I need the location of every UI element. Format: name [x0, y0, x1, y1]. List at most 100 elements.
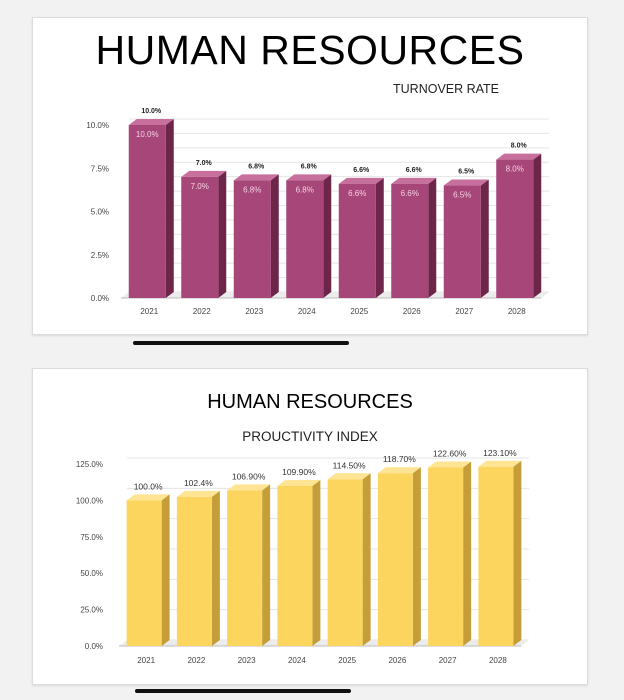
x-tick-label: 2023 — [245, 307, 263, 316]
bar-side — [161, 494, 170, 646]
bar-inner-label: 6.6% — [348, 189, 366, 198]
bar-data-label: 118.70% — [383, 454, 416, 464]
turnover-chart-card: 0.0% 2.5% 5.0% 7.5% 10.0% 10.0% 10.0% 2021 7.0% 7… — [32, 17, 588, 335]
bar-data-label: 100.0% — [134, 481, 163, 491]
bar-data-label: 6.6% — [353, 167, 370, 174]
bar — [181, 176, 219, 298]
bar-top — [428, 461, 472, 468]
y-tick-label: 100.0% — [76, 496, 103, 505]
bar-side — [218, 170, 227, 298]
y-tick-label: 125.0% — [76, 460, 103, 469]
bar-top — [233, 174, 279, 181]
bar-top — [443, 179, 489, 186]
bar-side — [480, 179, 489, 298]
bar-side — [375, 177, 384, 298]
bar-top — [176, 490, 220, 497]
bar — [227, 490, 263, 646]
bar — [176, 496, 212, 646]
bar-top — [277, 479, 321, 486]
x-tick-label: 2024 — [298, 307, 316, 316]
bar — [286, 180, 324, 298]
bar — [428, 467, 464, 646]
chart-title: HUMAN RESOURCES — [95, 27, 525, 73]
bar-side — [312, 479, 321, 646]
bar-side — [323, 174, 332, 298]
bar-side — [262, 484, 271, 646]
x-tick-label: 2027 — [455, 307, 473, 316]
productivity-chart-card: 0.0% 25.0% 50.0% 75.0% 100.0% 125.0% 100.0% 202… — [32, 368, 588, 685]
chart-floor — [121, 292, 549, 298]
x-tick-label: 2025 — [338, 656, 356, 665]
bar-side — [211, 490, 220, 646]
bar — [496, 159, 534, 298]
x-tick-label: 2023 — [238, 656, 256, 665]
x-tick-label: 2022 — [193, 307, 211, 316]
bar-top — [496, 153, 542, 160]
y-tick-label: 75.0% — [80, 533, 103, 542]
x-tick-label: 2024 — [288, 656, 306, 665]
x-tick-label: 2026 — [388, 656, 406, 665]
bar-data-label: 7.0% — [196, 160, 213, 167]
chart-floor — [119, 640, 529, 646]
bar-data-label: 109.90% — [282, 467, 316, 477]
y-tick-label: 5.0% — [91, 208, 109, 217]
horizontal-scrollbar[interactable] — [135, 689, 351, 693]
bar — [327, 479, 363, 646]
bar — [277, 485, 313, 646]
bar-top — [327, 473, 371, 480]
bar-side — [463, 461, 472, 646]
horizontal-scrollbar[interactable] — [133, 341, 349, 345]
chart-subtitle: TURNOVER RATE — [393, 82, 500, 96]
bar-inner-label: 6.5% — [453, 191, 471, 200]
bar-side — [362, 473, 371, 646]
bar-side — [428, 177, 437, 298]
bar-side — [270, 174, 279, 298]
bar-top — [128, 119, 174, 125]
bar-inner-label: 6.6% — [401, 189, 419, 198]
y-tick-label: 0.0% — [91, 294, 109, 303]
bar-data-label: 10.0% — [141, 108, 162, 115]
bar — [377, 473, 413, 646]
bar-inner-label: 7.0% — [191, 182, 209, 191]
bar-data-label: 122.60% — [433, 448, 467, 458]
bar-top — [286, 174, 332, 181]
turnover-rate-chart: 0.0% 2.5% 5.0% 7.5% 10.0% 10.0% 10.0% 2021 7.0% 7… — [86, 108, 549, 316]
chart-subtitle: PROUCTIVITY INDEX — [242, 429, 378, 444]
bar-data-label: 6.6% — [406, 167, 423, 174]
x-tick-label: 2028 — [489, 656, 507, 665]
bar — [478, 466, 514, 646]
bar-side — [513, 460, 522, 646]
bar-top — [377, 467, 421, 474]
bar-data-label: 102.4% — [184, 478, 213, 488]
bar — [126, 500, 162, 646]
bar-side — [412, 467, 421, 646]
bar-side — [165, 119, 174, 298]
bar-inner-label: 8.0% — [506, 165, 524, 174]
bar — [391, 183, 429, 298]
bar-top — [181, 170, 227, 177]
y-tick-label: 10.0% — [86, 121, 109, 130]
bar-data-label: 123.10% — [483, 448, 517, 458]
productivity-index-chart: 0.0% 25.0% 50.0% 75.0% 100.0% 125.0% 100.0% 202… — [76, 448, 529, 665]
bar-data-label: 106.90% — [232, 471, 266, 481]
x-tick-label: 2021 — [137, 656, 155, 665]
bar-data-label: 6.5% — [458, 169, 475, 176]
y-tick-label: 7.5% — [91, 164, 109, 173]
bar-inner-label: 6.8% — [243, 185, 261, 194]
bar-data-label: 114.50% — [333, 460, 366, 470]
bar-top — [338, 177, 384, 184]
chart-title: HUMAN RESOURCES — [207, 391, 413, 413]
bar-top — [126, 494, 170, 501]
x-tick-label: 2027 — [439, 656, 457, 665]
bar-top — [227, 484, 271, 491]
bar — [338, 183, 376, 298]
bar-inner-label: 10.0% — [136, 130, 159, 139]
x-tick-label: 2021 — [140, 307, 158, 316]
y-tick-label: 2.5% — [91, 251, 109, 260]
bar-data-label: 6.8% — [248, 163, 265, 170]
x-tick-label: 2022 — [187, 656, 205, 665]
bar-top — [478, 460, 522, 467]
bar-data-label: 8.0% — [511, 143, 528, 150]
bar — [443, 185, 481, 298]
y-tick-label: 50.0% — [80, 569, 103, 578]
